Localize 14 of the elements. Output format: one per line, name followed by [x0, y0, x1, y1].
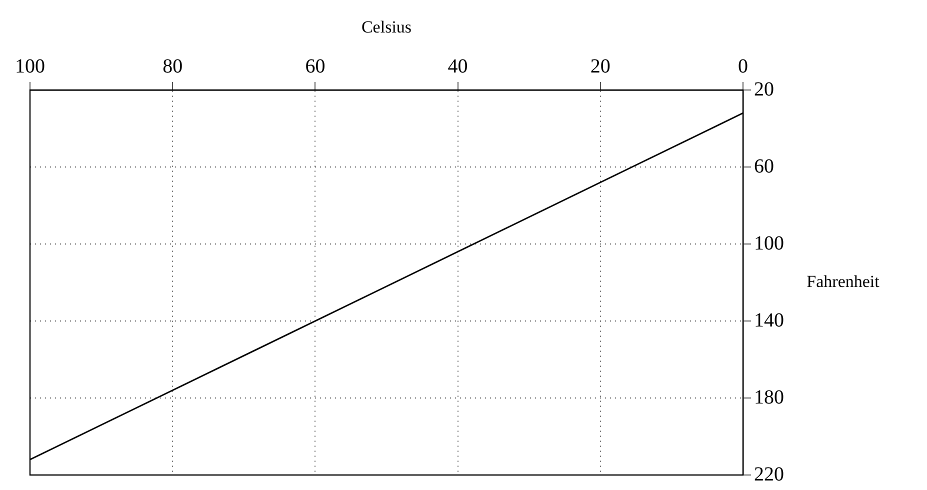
- y-tick-label: 140: [754, 309, 784, 332]
- x-tick-label: 60: [305, 55, 326, 78]
- x-tick-label: 80: [162, 55, 183, 78]
- y-tick-label: 180: [754, 386, 784, 408]
- y-tick-label: 20: [754, 78, 774, 100]
- x-tick-label: 40: [448, 55, 468, 78]
- x-tick-label: 20: [590, 55, 610, 78]
- y-tick-label: 100: [754, 232, 784, 254]
- y-axis-title: Fahrenheit: [806, 272, 880, 291]
- y-tick-label: 60: [754, 155, 774, 178]
- y-tick-label: 220: [754, 463, 784, 486]
- x-tick-label: 0: [738, 55, 748, 78]
- x-tick-label: 100: [15, 55, 45, 78]
- x-axis-title: Celsius: [361, 17, 412, 36]
